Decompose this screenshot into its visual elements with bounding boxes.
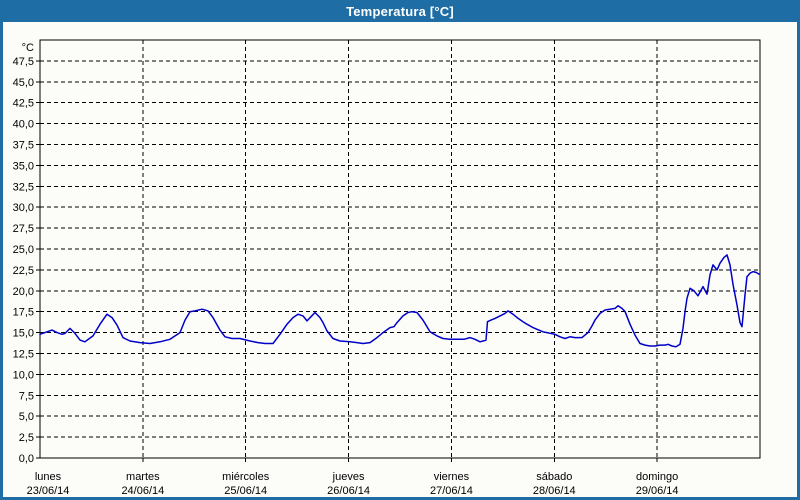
- day-name-label: jueves: [332, 471, 365, 483]
- y-tick-label: 7,5: [19, 390, 34, 402]
- day-name-label: viernes: [434, 471, 470, 483]
- day-name-label: miércoles: [222, 471, 270, 483]
- y-tick-label: 17,5: [13, 307, 34, 319]
- day-date-label: 25/06/14: [224, 485, 267, 497]
- titlebar: Temperatura [°C]: [3, 0, 797, 22]
- plot-border: [39, 39, 761, 459]
- day-name-label: lunes: [35, 471, 62, 483]
- y-tick-label: 40,0: [13, 119, 34, 131]
- y-tick-label: 0,0: [19, 453, 34, 465]
- y-tick-label: 22,5: [13, 265, 34, 277]
- window-title: Temperatura [°C]: [346, 3, 454, 19]
- day-date-label: 26/06/14: [327, 485, 370, 497]
- y-tick-label: 2,5: [19, 432, 34, 444]
- y-tick-label: 35,0: [13, 160, 34, 172]
- day-name-label: martes: [126, 471, 160, 483]
- axis-ticks: [36, 60, 658, 462]
- y-tick-label: 32,5: [13, 181, 34, 193]
- y-tick-label: 10,0: [13, 369, 34, 381]
- y-tick-label: 37,5: [13, 140, 34, 152]
- y-tick-label: 25,0: [13, 244, 34, 256]
- y-tick-label: 15,0: [13, 328, 34, 340]
- y-tick-label: 42,5: [13, 98, 34, 110]
- y-tick-label: 27,5: [13, 223, 34, 235]
- y-tick-label: 45,0: [13, 77, 34, 89]
- y-tick-label: 5,0: [19, 411, 34, 423]
- chart-svg: 0,0 2,5 5,0 7,5 10,0 12,5 15,0 17,5 20,0 22,5 25,0…: [13, 39, 761, 497]
- temperature-series-line: [39, 254, 760, 348]
- gridlines: [40, 40, 760, 458]
- y-tick-label: 30,0: [13, 202, 34, 214]
- y-axis-unit-label: °C: [22, 42, 34, 54]
- y-tick-label: 47,5: [13, 56, 34, 68]
- day-date-label: 23/06/14: [27, 485, 70, 497]
- day-date-label: 24/06/14: [121, 485, 164, 497]
- x-day-labels: lunes 23/06/14 martes 24/06/14 miércoles 25/0…: [27, 471, 679, 497]
- day-date-label: 27/06/14: [430, 485, 473, 497]
- day-date-label: 29/06/14: [636, 485, 679, 497]
- day-date-label: 28/06/14: [533, 485, 576, 497]
- y-tick-label: 20,0: [13, 286, 34, 298]
- day-name-label: domingo: [636, 471, 678, 483]
- chart-area: 0,0 2,5 5,0 7,5 10,0 12,5 15,0 17,5 20,0 22,5 25,0…: [3, 22, 797, 497]
- y-tick-label: 12,5: [13, 349, 34, 361]
- y-tick-labels: 0,0 2,5 5,0 7,5 10,0 12,5 15,0 17,5 20,0 22,5 25,0…: [13, 42, 34, 465]
- day-name-label: sábado: [536, 471, 572, 483]
